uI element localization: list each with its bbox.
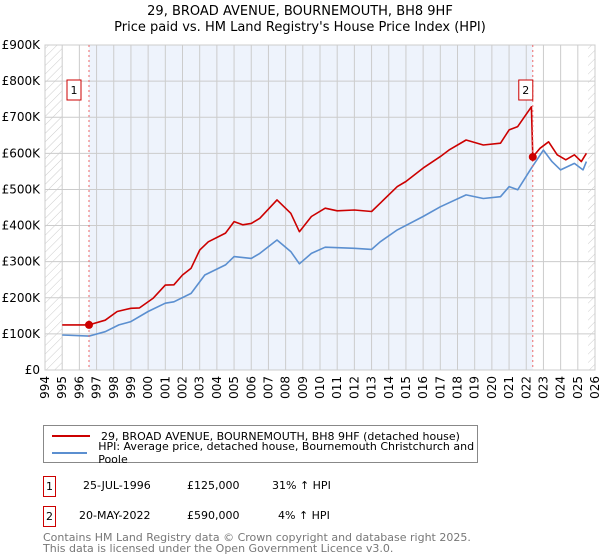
sale-hpi-diff: 4% ↑ HPI bbox=[278, 509, 330, 522]
x-tick-label: 1995 bbox=[55, 376, 69, 400]
x-tick-label: 2022 bbox=[519, 376, 533, 400]
sale-label-box bbox=[66, 79, 82, 101]
sale-hpi-diff: 31% ↑ HPI bbox=[272, 479, 331, 492]
y-tick-label: £0 bbox=[25, 363, 40, 377]
y-tick-label: £700K bbox=[2, 110, 42, 124]
x-tick-label: 1994 bbox=[38, 376, 52, 400]
y-tick-label: £100K bbox=[2, 327, 42, 341]
legend: 29, BROAD AVENUE, BOURNEMOUTH, BH8 9HF (… bbox=[43, 425, 478, 466]
no-data-hatch bbox=[588, 45, 595, 370]
chart-title: 29, BROAD AVENUE, BOURNEMOUTH, BH8 9HF bbox=[147, 4, 453, 19]
sale-label-box bbox=[518, 79, 534, 101]
x-tick-label: 2015 bbox=[399, 376, 413, 400]
x-tick-label: 2010 bbox=[313, 376, 327, 400]
footer-licence: This data is licensed under the Open Gov… bbox=[43, 542, 394, 555]
x-tick-label: 2020 bbox=[485, 376, 499, 400]
plot-border bbox=[44, 44, 596, 371]
x-tick-label: 2023 bbox=[536, 376, 550, 400]
x-tick-label: 1997 bbox=[90, 376, 104, 400]
x-tick-label: 2005 bbox=[227, 376, 241, 400]
x-tick-label: 2018 bbox=[451, 376, 465, 400]
y-tick-label: £900K bbox=[2, 38, 42, 52]
y-tick-label: £800K bbox=[2, 74, 42, 88]
x-tick-label: 2008 bbox=[279, 376, 293, 400]
sale-period-shading bbox=[89, 45, 533, 370]
price-chart: 1994 1995 1996 1997 1998 1999 2000 2001 2002 2003… bbox=[2, 38, 600, 400]
x-tick-label: 2006 bbox=[244, 376, 258, 400]
x-tick-label: 2016 bbox=[416, 376, 430, 400]
sale-price: £590,000 bbox=[187, 509, 240, 522]
footer-copyright: Contains HM Land Registry data © Crown c… bbox=[43, 531, 471, 544]
x-tick-label: 2003 bbox=[193, 376, 207, 400]
no-data-hatch bbox=[45, 45, 63, 370]
x-tick-label: 2000 bbox=[141, 376, 155, 400]
x-tick-label: 2024 bbox=[554, 376, 568, 400]
x-tick-label: 2011 bbox=[330, 376, 344, 400]
sale-point bbox=[528, 152, 537, 161]
red-line-swatch bbox=[52, 435, 90, 437]
legend-item-property: 29, BROAD AVENUE, BOURNEMOUTH, BH8 9HF (… bbox=[52, 428, 460, 444]
x-tick-label: 1998 bbox=[107, 376, 121, 400]
blue-line-swatch bbox=[52, 452, 88, 454]
x-tick-label: 1996 bbox=[72, 376, 86, 400]
x-tick-label: 2007 bbox=[261, 376, 275, 400]
legend-label: 29, BROAD AVENUE, BOURNEMOUTH, BH8 9HF (… bbox=[101, 429, 460, 443]
sale-date: 25-JUL-1996 bbox=[83, 479, 151, 492]
sale-price: £125,000 bbox=[187, 479, 240, 492]
sale-point bbox=[85, 320, 93, 329]
x-tick-label: 2013 bbox=[365, 376, 379, 400]
y-tick-label: £200K bbox=[2, 291, 42, 305]
y-tick-label: £500K bbox=[2, 182, 42, 196]
legend-item-hpi: HPI: Average price, detached house, Bour… bbox=[52, 440, 477, 466]
x-tick-label: 2026 bbox=[588, 376, 600, 400]
sale-marker-badge: 2 bbox=[43, 506, 56, 527]
x-tick-label: 2021 bbox=[502, 376, 516, 400]
x-tick-label: 2025 bbox=[571, 376, 585, 400]
x-tick-label: 2017 bbox=[433, 376, 447, 400]
sale-label: 2 bbox=[522, 84, 529, 97]
x-tick-label: 2014 bbox=[382, 376, 396, 400]
property-price-line bbox=[62, 106, 588, 326]
sale-marker-badge: 1 bbox=[43, 476, 56, 497]
x-tick-label: 2002 bbox=[176, 376, 190, 400]
hpi-line bbox=[62, 149, 588, 337]
y-tick-label: £600K bbox=[2, 146, 42, 160]
x-tick-label: 2009 bbox=[296, 376, 310, 400]
x-tick-label: 2004 bbox=[210, 376, 224, 400]
x-tick-label: 1999 bbox=[124, 376, 138, 400]
legend-label: HPI: Average price, detached house, Bour… bbox=[98, 440, 475, 466]
y-tick-label: £400K bbox=[2, 219, 42, 233]
chart-subtitle: Price paid vs. HM Land Registry's House … bbox=[114, 20, 486, 35]
sale-label: 1 bbox=[71, 84, 78, 97]
x-tick-label: 2001 bbox=[158, 376, 172, 400]
x-tick-label: 2012 bbox=[347, 376, 361, 400]
y-tick-label: £300K bbox=[2, 255, 42, 269]
sale-date: 20-MAY-2022 bbox=[79, 509, 151, 522]
x-tick-label: 2019 bbox=[468, 376, 482, 400]
